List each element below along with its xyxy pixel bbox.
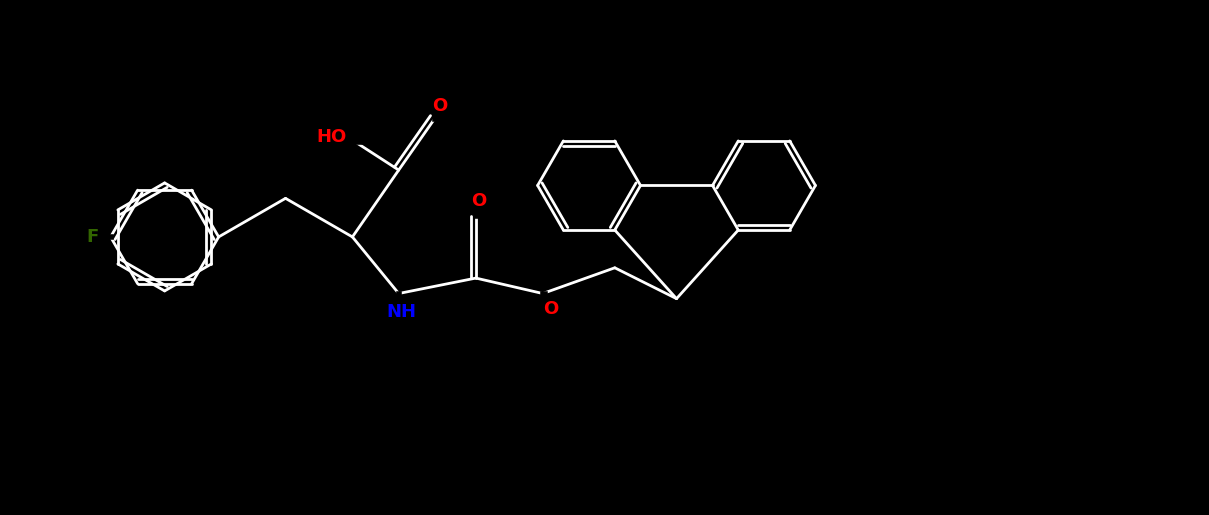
Text: HO: HO bbox=[317, 128, 347, 146]
Text: NH: NH bbox=[387, 302, 416, 320]
Text: O: O bbox=[433, 97, 447, 115]
Text: O: O bbox=[543, 300, 559, 318]
Text: O: O bbox=[470, 192, 486, 210]
Text: F: F bbox=[87, 228, 99, 246]
